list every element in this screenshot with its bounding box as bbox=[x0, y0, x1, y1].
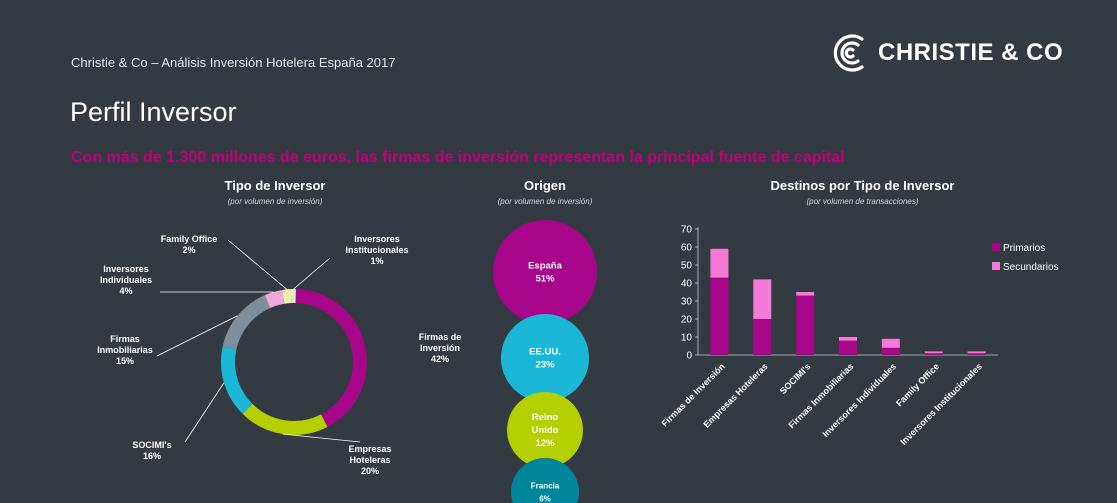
y-tick-label: 50 bbox=[681, 261, 693, 272]
bar-segment-secundarios bbox=[753, 279, 772, 319]
slice-percentage: 15% bbox=[116, 356, 134, 366]
bar-segment-primarios bbox=[710, 277, 729, 355]
legend-swatch bbox=[992, 243, 1000, 251]
origin-bubble bbox=[493, 220, 597, 324]
bar-segment-primarios bbox=[881, 347, 900, 355]
logo-text: CHRISTIE & CO bbox=[878, 39, 1064, 66]
bubble-percentage: 23% bbox=[535, 360, 555, 371]
slice-label: Firmas de bbox=[419, 332, 462, 342]
bar-segment-primarios bbox=[796, 295, 815, 355]
bar-segment-secundarios bbox=[881, 338, 900, 348]
y-tick-label: 20 bbox=[681, 315, 693, 326]
y-tick-label: 10 bbox=[681, 333, 693, 344]
bar-segment-secundarios bbox=[839, 337, 857, 341]
bubble-label: Francia bbox=[531, 482, 560, 491]
slice-percentage: 1% bbox=[370, 256, 383, 266]
bar-chart-title: Destinos por Tipo de Inversor bbox=[770, 178, 955, 193]
logo-mark-icon bbox=[833, 34, 864, 72]
bubble-chart-subtitle: (por volumen de inversión) bbox=[497, 197, 593, 206]
origin-bubble bbox=[511, 458, 579, 503]
leader-line bbox=[293, 257, 331, 290]
origin-bubble-chart: España 51% EE.UU. 23% Reino Unido 12% Francia 6% bbox=[493, 220, 597, 503]
bar-segment-secundarios bbox=[796, 292, 815, 296]
bar-segment-secundarios bbox=[967, 351, 986, 354]
x-category-label: Family Office bbox=[894, 361, 941, 408]
legend-swatch bbox=[992, 262, 1000, 270]
donut-slice bbox=[264, 289, 285, 309]
bar-segment-primarios bbox=[967, 353, 986, 355]
bar-chart-subtitle: (por volumen de transacciones) bbox=[806, 197, 919, 206]
donut-slice bbox=[242, 403, 328, 435]
x-category-label: Inversores Individuales bbox=[820, 361, 898, 439]
donut-slice bbox=[282, 289, 292, 304]
slice-percentage: 42% bbox=[431, 354, 449, 364]
y-tick-label: 30 bbox=[681, 297, 693, 308]
bubble-label: Unido bbox=[532, 425, 559, 436]
leader-line bbox=[184, 382, 225, 443]
slice-label: Hoteleras bbox=[349, 455, 390, 465]
y-tick-label: 40 bbox=[681, 279, 693, 290]
slice-label: Inversores bbox=[103, 264, 149, 274]
slice-label: Family Office bbox=[161, 234, 218, 244]
slice-percentage: 20% bbox=[361, 466, 379, 476]
bubble-label: España bbox=[528, 261, 563, 272]
x-category-label: Inversores Institucionales bbox=[898, 361, 984, 447]
leader-line bbox=[227, 239, 288, 290]
bar-segment-primarios bbox=[924, 353, 943, 355]
company-logo: CHRISTIE & CO bbox=[828, 30, 1088, 78]
slice-label: SOCIMI's bbox=[132, 440, 171, 450]
x-category-label: SOCIMI's bbox=[778, 361, 813, 396]
bar-segment-primarios bbox=[839, 340, 857, 355]
slice-percentage: 2% bbox=[182, 245, 195, 255]
bubble-percentage: 51% bbox=[535, 274, 555, 285]
slice-label: Firmas bbox=[110, 334, 140, 344]
slice-percentage: 4% bbox=[119, 286, 132, 296]
bar-segment-secundarios bbox=[710, 248, 729, 278]
y-tick-label: 60 bbox=[681, 243, 693, 254]
donut-slice bbox=[295, 289, 367, 427]
pie-chart-subtitle: (por volumen de inversión) bbox=[227, 197, 323, 206]
slice-label: Inmobiliarias bbox=[97, 345, 153, 355]
leader-line bbox=[156, 315, 238, 357]
slice-label: Empresas bbox=[348, 444, 391, 454]
headline: Con más de 1.300 millones de euros, las … bbox=[71, 149, 845, 166]
bubble-chart-title: Origen bbox=[524, 178, 566, 193]
donut-slice bbox=[221, 346, 253, 414]
slice-label: Individuales bbox=[100, 275, 152, 285]
origin-bubble bbox=[507, 392, 583, 468]
bubble-label: Reino bbox=[532, 412, 559, 423]
y-tick-label: 0 bbox=[686, 351, 692, 362]
origin-bubble bbox=[501, 314, 589, 402]
bar-segment-primarios bbox=[753, 319, 772, 355]
bubble-percentage: 6% bbox=[539, 495, 551, 503]
page-title: Perfil Inversor bbox=[70, 97, 237, 127]
report-subtitle: Christie & Co – Análisis Inversión Hotel… bbox=[71, 55, 396, 70]
slice-percentage: 16% bbox=[143, 451, 161, 461]
pie-chart-title: Tipo de Inversor bbox=[224, 178, 326, 193]
donut-slice bbox=[222, 295, 271, 350]
slice-label: Institucionales bbox=[345, 245, 408, 255]
legend-label: Primarios bbox=[1003, 243, 1045, 254]
slice-label: Inversores bbox=[354, 234, 400, 244]
legend-label: Secundarios bbox=[1003, 262, 1059, 273]
bar-segment-secundarios bbox=[924, 351, 943, 354]
bubble-percentage: 12% bbox=[535, 438, 555, 449]
leader-line bbox=[282, 433, 361, 443]
slice-label: Inversión bbox=[420, 343, 460, 353]
bubble-label: EE.UU. bbox=[529, 347, 561, 358]
y-tick-label: 70 bbox=[681, 225, 693, 236]
